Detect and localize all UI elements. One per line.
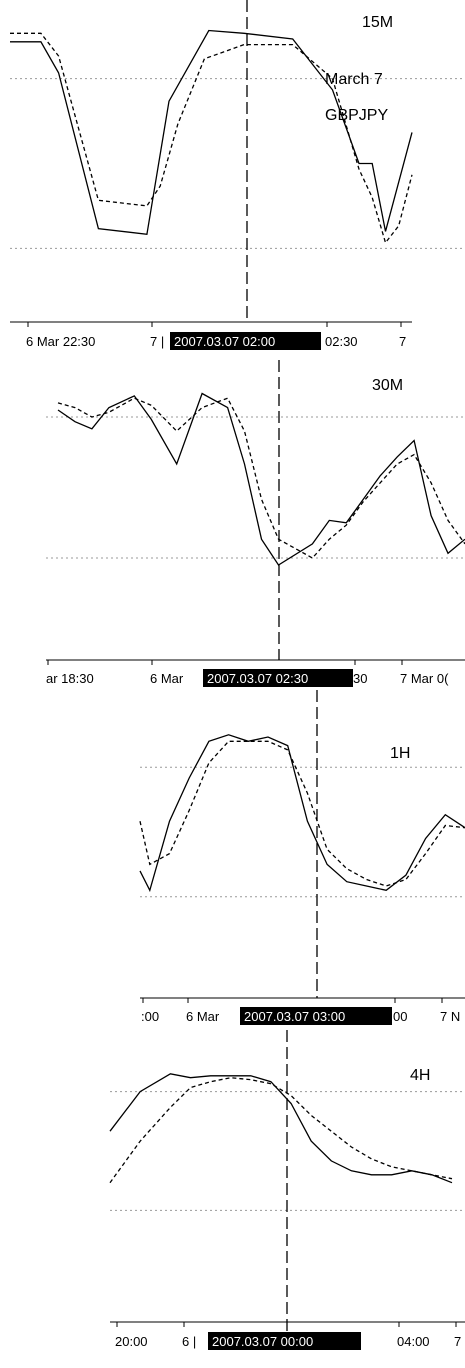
chart-1h-x-tick-label: :00 <box>141 1009 159 1024</box>
chart-1h-x-tick-label: 00 <box>393 1009 407 1024</box>
chart-15m-x-tick-label: 02:30 <box>325 334 358 349</box>
chart-15m-annotation-text: GBPJPY <box>325 107 388 124</box>
chart-4h-x-tick-label: 7 <box>454 1334 461 1349</box>
chart-30m-cursor-time-badge <box>203 669 353 687</box>
chart-15m-annotation-text: March 7 <box>325 71 383 88</box>
chart-4h-timeframe-title: 4H <box>410 1067 430 1084</box>
chart-1h-cursor-time-badge <box>240 1007 392 1025</box>
chart-1h-dashed-series-line <box>139 740 465 887</box>
chart-15m-dashed-series-line <box>10 32 413 245</box>
chart-1h-solid-series-line <box>139 734 465 893</box>
chart-4h-solid-series-line <box>109 1073 453 1184</box>
chart-15m-x-tick-label: 7 <box>399 334 406 349</box>
chart-4h-x-tick-label: 04:00 <box>397 1334 430 1349</box>
chart-15m-x-tick-label: 6 Mar 22:30 <box>26 334 95 349</box>
chart-4h-cursor-time-badge <box>208 1332 361 1350</box>
chart-4h-dashed-series-line <box>109 1077 453 1184</box>
chart-15m-solid-series-line <box>10 29 413 236</box>
chart-1h-x-tick-label: 7 N <box>440 1009 460 1024</box>
chart-30m-timeframe-title: 30M <box>372 377 403 394</box>
chart-30m-dashed-series-line <box>57 397 465 559</box>
chart-15m-cursor-time-label: 2007.03.07 02:00 <box>174 334 275 349</box>
chart-30m-cursor-time-label: 2007.03.07 02:30 <box>207 671 308 686</box>
chart-1h-timeframe-title: 1H <box>390 745 410 762</box>
chart-1h-x-tick-label: 6 Mar <box>186 1009 220 1024</box>
chart-30m-x-tick-label: 7 Mar 0( <box>400 671 449 686</box>
chart-4h-cursor-time-label: 2007.03.07 00:00 <box>212 1334 313 1349</box>
chart-30m-x-tick-label: ar 18:30 <box>46 671 94 686</box>
chart-30m-solid-series-line <box>57 392 465 566</box>
chart-4h-x-tick-label: 20:00 <box>115 1334 148 1349</box>
chart-30m-x-tick-label: 30 <box>353 671 367 686</box>
chart-15m-x-tick-label: 7 | <box>150 334 164 349</box>
chart-15m-cursor-time-badge <box>170 332 321 350</box>
chart-1h-cursor-time-label: 2007.03.07 03:00 <box>244 1009 345 1024</box>
chart-4h-x-tick-label: 6 | <box>182 1334 196 1349</box>
chart-15m-timeframe-title: 15M <box>362 14 393 31</box>
chart-30m-x-tick-label: 6 Mar <box>150 671 184 686</box>
